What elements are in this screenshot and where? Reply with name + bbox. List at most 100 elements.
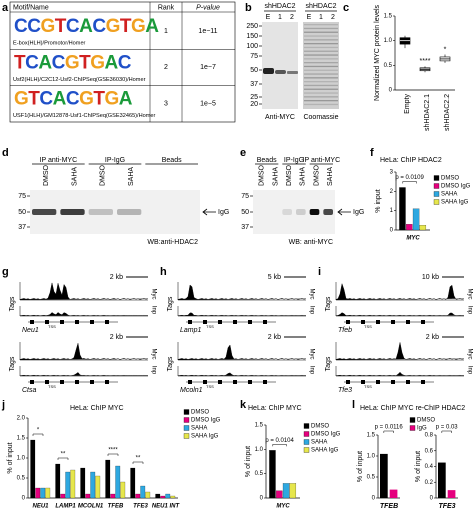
exon (346, 320, 350, 324)
band (304, 46, 338, 49)
y-tick-label: 1.0 (17, 456, 26, 462)
track-axis-label: Tags (325, 296, 332, 311)
motif-name: E-box(HLH)/Promotor/Homer (13, 40, 86, 46)
exon (105, 320, 109, 324)
legend-label: DMSO (311, 424, 329, 430)
annotation: ** (61, 452, 66, 458)
tss-label: TSS (48, 324, 56, 329)
legend-label: DMSO (417, 418, 435, 424)
y-tick-label: 0.8 (425, 433, 434, 439)
bar (110, 493, 116, 499)
group-label: IP-IgG (284, 157, 304, 164)
legend-swatch (183, 409, 190, 415)
band (275, 70, 286, 74)
motif-rank: 2 (164, 64, 168, 71)
exon (233, 320, 237, 324)
legend-label: SAHA (441, 192, 457, 198)
group-label: shHDAC2 (305, 3, 336, 10)
legend-swatch (433, 199, 440, 205)
lane-label: DMSO (286, 164, 293, 186)
y-tick-label: 2.0 (17, 416, 26, 422)
band (304, 69, 338, 71)
band (323, 209, 333, 215)
y-tick-label: 0 (22, 496, 26, 502)
exon (406, 380, 410, 384)
exon (203, 380, 207, 384)
scale-label: 2 kb (110, 274, 123, 281)
lane-label: DMSO (43, 164, 50, 186)
x-tick-label: TFE3 (438, 503, 455, 510)
track-label: Inp (308, 306, 314, 315)
lane-label: 1 (319, 14, 323, 21)
mw-label: 50 (241, 209, 249, 216)
exon (188, 320, 192, 324)
blot (262, 22, 298, 109)
gene-name: Lamp1 (180, 327, 202, 334)
band (296, 209, 306, 215)
band (304, 43, 338, 45)
track-label: Inp (150, 306, 156, 315)
annotation: p = 0.0116 (375, 425, 404, 431)
y-axis-label: Normalized MYC protein levels (374, 4, 381, 101)
band (304, 58, 338, 60)
bar (35, 487, 41, 499)
exon (90, 380, 94, 384)
bar (70, 469, 76, 499)
group-label: shHDAC2 (264, 3, 295, 10)
mw-label: 37 (241, 224, 249, 231)
motif-rank: 1 (164, 28, 168, 35)
scale-label: 2 kb (268, 334, 281, 341)
mw-label: 250 (246, 23, 258, 30)
bar (399, 187, 406, 231)
motif-logo: GTCACGTGA (14, 89, 133, 110)
y-tick-label: 2 (390, 189, 394, 195)
band (304, 92, 338, 94)
mw-label: 37 (18, 224, 26, 231)
exon (391, 380, 395, 384)
annotation: **** (420, 58, 431, 65)
band (32, 209, 57, 215)
bar (438, 462, 446, 498)
exon (421, 380, 425, 384)
legend-swatch (433, 175, 440, 181)
exon (248, 380, 252, 384)
panel-letter: a (2, 2, 9, 14)
panel-letter: f (370, 147, 374, 159)
bar (282, 483, 290, 499)
legend-swatch (183, 425, 190, 431)
band (304, 50, 338, 52)
y-tick-label: 0 (372, 496, 376, 502)
gene-name: Neu1 (22, 327, 39, 334)
panel-letter: j (1, 399, 5, 411)
bar (145, 491, 151, 499)
x-tick-label: Empty (404, 94, 411, 114)
gene-name: Tfeb (338, 327, 352, 334)
mw-label: 75 (18, 193, 26, 200)
lane-label: SAHA (272, 167, 279, 186)
scale-label: 2 kb (110, 334, 123, 341)
blot-caption: WB:anti-HDAC2 (147, 239, 198, 246)
scale-label: 10 kb (422, 274, 439, 281)
chart-title: HeLa: ChIP MYC (248, 405, 302, 412)
annotation: p = 0.03 (436, 425, 459, 431)
coverage (19, 343, 149, 360)
lane-label: SAHA (327, 167, 334, 186)
blot (30, 190, 200, 234)
tss-label: TSS (48, 384, 56, 389)
exon (75, 380, 79, 384)
track-label: Myc (466, 349, 472, 360)
x-tick-label: TFE3 (133, 504, 148, 510)
y-tick-label: 1.0 (255, 447, 264, 453)
band (304, 31, 338, 33)
band (304, 100, 338, 102)
legend-swatch (183, 433, 190, 439)
bar (289, 483, 297, 499)
y-tick-label: 0.2 (425, 480, 434, 486)
exon (361, 320, 365, 324)
sig-bracket (441, 430, 452, 433)
exon (30, 320, 34, 324)
legend-label: IgG (417, 426, 427, 432)
motif-name: Usf2(HLH)/C2C12-Usf2-ChIPSeq(GSE36030)/H… (13, 77, 146, 83)
band (287, 71, 298, 74)
